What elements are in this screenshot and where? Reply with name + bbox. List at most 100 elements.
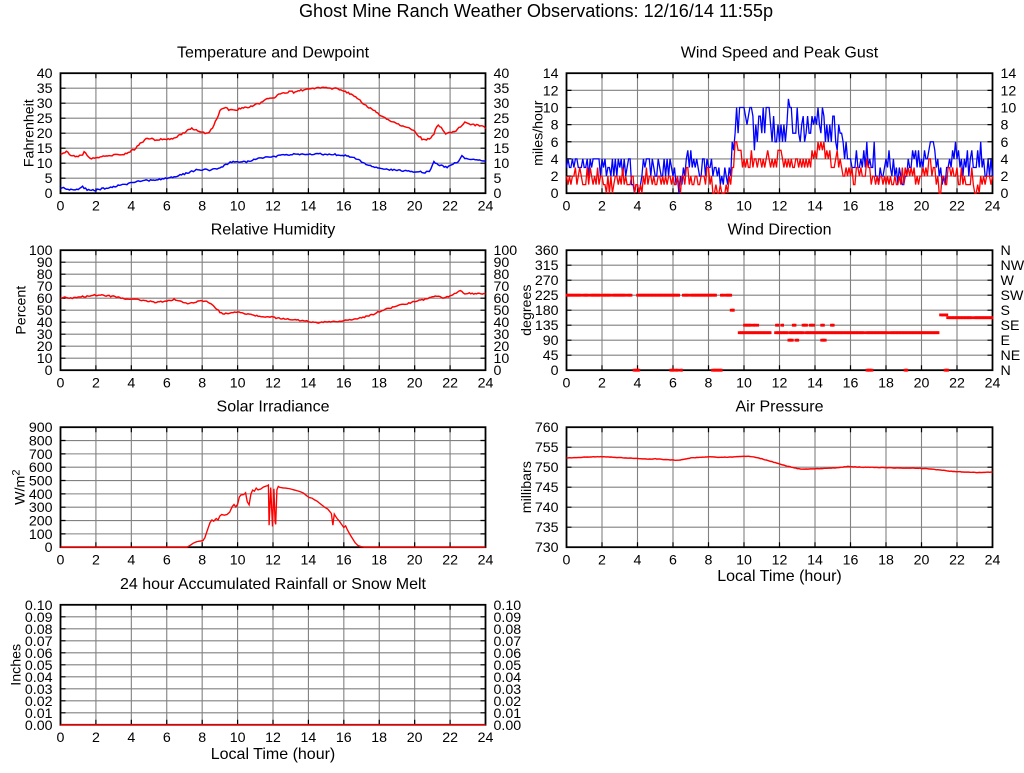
- svg-text:16: 16: [336, 730, 352, 746]
- svg-text:8: 8: [1001, 118, 1009, 134]
- svg-text:Percent: Percent: [14, 286, 30, 335]
- svg-text:N: N: [1001, 243, 1011, 259]
- svg-text:4: 4: [127, 553, 135, 569]
- svg-text:14: 14: [807, 376, 823, 392]
- svg-text:20: 20: [914, 199, 930, 215]
- svg-text:22: 22: [442, 199, 458, 215]
- svg-text:24: 24: [985, 199, 1001, 215]
- svg-text:2: 2: [92, 376, 100, 392]
- svg-text:12: 12: [543, 83, 559, 99]
- svg-text:8: 8: [198, 199, 206, 215]
- svg-text:4: 4: [634, 199, 642, 215]
- svg-text:16: 16: [843, 553, 859, 569]
- svg-text:SE: SE: [1001, 318, 1020, 334]
- svg-text:Solar Irradiance: Solar Irradiance: [217, 399, 330, 416]
- svg-text:24: 24: [478, 730, 494, 746]
- svg-text:22: 22: [949, 199, 965, 215]
- svg-text:14: 14: [301, 730, 317, 746]
- svg-text:SW: SW: [1001, 288, 1024, 304]
- svg-text:6: 6: [163, 199, 171, 215]
- svg-text:Inches: Inches: [9, 644, 25, 686]
- svg-text:16: 16: [843, 199, 859, 215]
- svg-text:270: 270: [535, 273, 559, 289]
- svg-text:degrees: degrees: [519, 285, 535, 336]
- svg-text:20: 20: [914, 553, 930, 569]
- svg-text:25: 25: [494, 111, 510, 127]
- svg-text:0: 0: [57, 376, 65, 392]
- svg-text:NE: NE: [1001, 348, 1021, 364]
- svg-text:360: 360: [535, 243, 559, 259]
- svg-text:4: 4: [127, 730, 135, 746]
- svg-text:4: 4: [634, 553, 642, 569]
- svg-text:0.00: 0.00: [25, 718, 53, 734]
- svg-text:0: 0: [494, 363, 502, 379]
- svg-text:0: 0: [45, 186, 53, 202]
- svg-text:25: 25: [37, 111, 53, 127]
- svg-text:8: 8: [198, 730, 206, 746]
- svg-text:225: 225: [535, 288, 559, 304]
- svg-text:2: 2: [92, 730, 100, 746]
- svg-text:8: 8: [551, 118, 559, 134]
- svg-text:10: 10: [736, 376, 752, 392]
- svg-text:90: 90: [543, 333, 559, 349]
- svg-text:0: 0: [551, 186, 559, 202]
- svg-text:12: 12: [265, 376, 281, 392]
- svg-text:W: W: [1001, 273, 1015, 289]
- svg-text:16: 16: [336, 553, 352, 569]
- svg-text:Ghost Mine Ranch Weather Obser: Ghost Mine Ranch Weather Observations: 1…: [299, 1, 773, 21]
- svg-text:millibars: millibars: [519, 461, 535, 513]
- svg-text:S: S: [1001, 303, 1010, 319]
- svg-text:NW: NW: [1001, 258, 1024, 274]
- svg-text:Wind Direction: Wind Direction: [727, 222, 831, 239]
- svg-text:22: 22: [949, 376, 965, 392]
- svg-text:E: E: [1001, 333, 1010, 349]
- svg-text:4: 4: [1001, 152, 1009, 168]
- svg-text:24 hour Accumulated Rainfall o: 24 hour Accumulated Rainfall or Snow Mel…: [120, 576, 426, 593]
- svg-text:Wind Speed and Peak Gust: Wind Speed and Peak Gust: [681, 45, 879, 62]
- svg-text:24: 24: [478, 199, 494, 215]
- svg-text:12: 12: [265, 199, 281, 215]
- svg-text:315: 315: [535, 258, 559, 274]
- svg-text:745: 745: [535, 480, 559, 496]
- svg-text:0: 0: [45, 540, 53, 556]
- svg-text:2: 2: [598, 199, 606, 215]
- svg-text:22: 22: [442, 553, 458, 569]
- svg-text:0: 0: [57, 553, 65, 569]
- svg-text:6: 6: [163, 730, 171, 746]
- svg-text:8: 8: [198, 376, 206, 392]
- svg-text:N: N: [1001, 363, 1011, 379]
- svg-text:8: 8: [705, 553, 713, 569]
- svg-text:20: 20: [407, 376, 423, 392]
- svg-text:10: 10: [494, 156, 510, 172]
- svg-text:Relative Humidity: Relative Humidity: [211, 222, 335, 239]
- svg-text:Local Time (hour): Local Time (hour): [211, 746, 336, 763]
- svg-text:0: 0: [1001, 186, 1009, 202]
- svg-text:22: 22: [442, 376, 458, 392]
- svg-text:0: 0: [57, 199, 65, 215]
- svg-text:18: 18: [371, 376, 387, 392]
- svg-text:6: 6: [669, 376, 677, 392]
- svg-text:6: 6: [669, 199, 677, 215]
- svg-text:2: 2: [598, 553, 606, 569]
- svg-text:4: 4: [127, 376, 135, 392]
- svg-text:0: 0: [494, 186, 502, 202]
- svg-text:12: 12: [1001, 83, 1017, 99]
- svg-text:Local Time (hour): Local Time (hour): [717, 568, 842, 585]
- svg-text:135: 135: [535, 318, 559, 334]
- svg-text:180: 180: [535, 303, 559, 319]
- svg-text:12: 12: [265, 730, 281, 746]
- svg-text:2: 2: [1001, 169, 1009, 185]
- svg-text:5: 5: [494, 171, 502, 187]
- svg-text:12: 12: [772, 376, 788, 392]
- svg-text:20: 20: [407, 199, 423, 215]
- svg-text:0: 0: [563, 199, 571, 215]
- svg-text:6: 6: [1001, 135, 1009, 151]
- svg-text:16: 16: [336, 199, 352, 215]
- svg-text:6: 6: [669, 553, 677, 569]
- svg-text:14: 14: [543, 66, 559, 82]
- svg-text:14: 14: [301, 376, 317, 392]
- svg-text:16: 16: [843, 376, 859, 392]
- svg-text:8: 8: [705, 376, 713, 392]
- svg-text:735: 735: [535, 520, 559, 536]
- svg-text:24: 24: [985, 376, 1001, 392]
